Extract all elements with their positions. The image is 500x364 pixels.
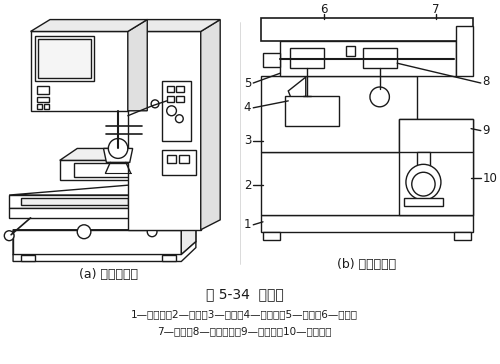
Bar [13, 230, 181, 254]
Bar [261, 17, 473, 41]
Text: 图 5-34  移印机: 图 5-34 移印机 [206, 287, 284, 301]
Polygon shape [182, 218, 196, 254]
Bar [166, 155, 176, 163]
Bar [74, 163, 148, 177]
Polygon shape [128, 20, 220, 31]
Bar [9, 195, 152, 208]
Bar [176, 86, 184, 92]
Circle shape [151, 100, 159, 108]
Bar [30, 31, 128, 111]
Bar [21, 198, 128, 205]
Bar [363, 48, 397, 68]
Bar [44, 104, 49, 109]
Polygon shape [30, 20, 148, 31]
Bar [38, 104, 42, 109]
Bar [176, 96, 184, 102]
Bar [162, 81, 191, 141]
Circle shape [148, 227, 157, 237]
Bar [404, 198, 443, 206]
Bar [280, 41, 456, 76]
Polygon shape [104, 149, 132, 162]
Text: 3: 3 [244, 134, 252, 147]
Bar [456, 25, 473, 76]
Bar [162, 254, 176, 261]
Text: 1—角铁架；2—底座；3—立柱；4—印版台；5—刮刀；6—横梁；: 1—角铁架；2—底座；3—立柱；4—印版台；5—刮刀；6—横梁； [131, 309, 358, 319]
Bar [21, 254, 35, 261]
Text: (a) 移印机外观: (a) 移印机外观 [79, 268, 138, 281]
Polygon shape [9, 183, 166, 195]
Circle shape [370, 87, 390, 107]
Bar [166, 86, 174, 92]
Polygon shape [152, 183, 166, 208]
Text: 6: 6 [320, 3, 328, 16]
Polygon shape [288, 77, 306, 106]
Polygon shape [148, 155, 162, 177]
Bar [36, 36, 94, 81]
Circle shape [166, 106, 176, 116]
Bar [60, 161, 176, 180]
Polygon shape [128, 20, 148, 111]
Bar [261, 215, 473, 232]
Polygon shape [13, 218, 196, 254]
Text: (b) 移印机结构: (b) 移印机结构 [338, 258, 396, 271]
Text: 10: 10 [482, 172, 498, 185]
Bar [399, 119, 473, 153]
Bar [128, 31, 200, 230]
Bar [38, 39, 91, 78]
Polygon shape [152, 200, 166, 218]
Polygon shape [176, 149, 194, 180]
Circle shape [176, 115, 183, 123]
Text: 1: 1 [244, 218, 252, 231]
Circle shape [108, 139, 128, 158]
Bar [166, 96, 174, 102]
Bar [286, 96, 339, 126]
Text: 7—导轨；8—硅胶印头；9—承印物；10—升降机构: 7—导轨；8—硅胶印头；9—承印物；10—升降机构 [157, 326, 332, 336]
Bar [38, 86, 49, 94]
Text: 4: 4 [244, 101, 252, 114]
Text: 9: 9 [482, 124, 490, 137]
Text: 5: 5 [244, 76, 252, 90]
Polygon shape [60, 149, 194, 161]
Bar [416, 153, 430, 172]
Bar [261, 153, 473, 215]
Polygon shape [13, 242, 196, 261]
Text: 8: 8 [482, 75, 490, 88]
Text: 7: 7 [432, 3, 440, 16]
Bar [38, 97, 49, 102]
Bar [263, 53, 280, 67]
Circle shape [412, 172, 435, 196]
Bar [9, 208, 152, 218]
Bar [261, 76, 416, 153]
Circle shape [77, 225, 91, 239]
Bar [346, 46, 356, 56]
Bar [399, 119, 473, 215]
Text: 2: 2 [244, 179, 252, 191]
Circle shape [406, 164, 441, 200]
Bar [162, 150, 196, 175]
Bar [290, 48, 324, 68]
Polygon shape [200, 20, 220, 230]
Circle shape [4, 231, 14, 241]
Bar [180, 155, 189, 163]
Bar [263, 232, 280, 240]
Bar [454, 232, 471, 240]
